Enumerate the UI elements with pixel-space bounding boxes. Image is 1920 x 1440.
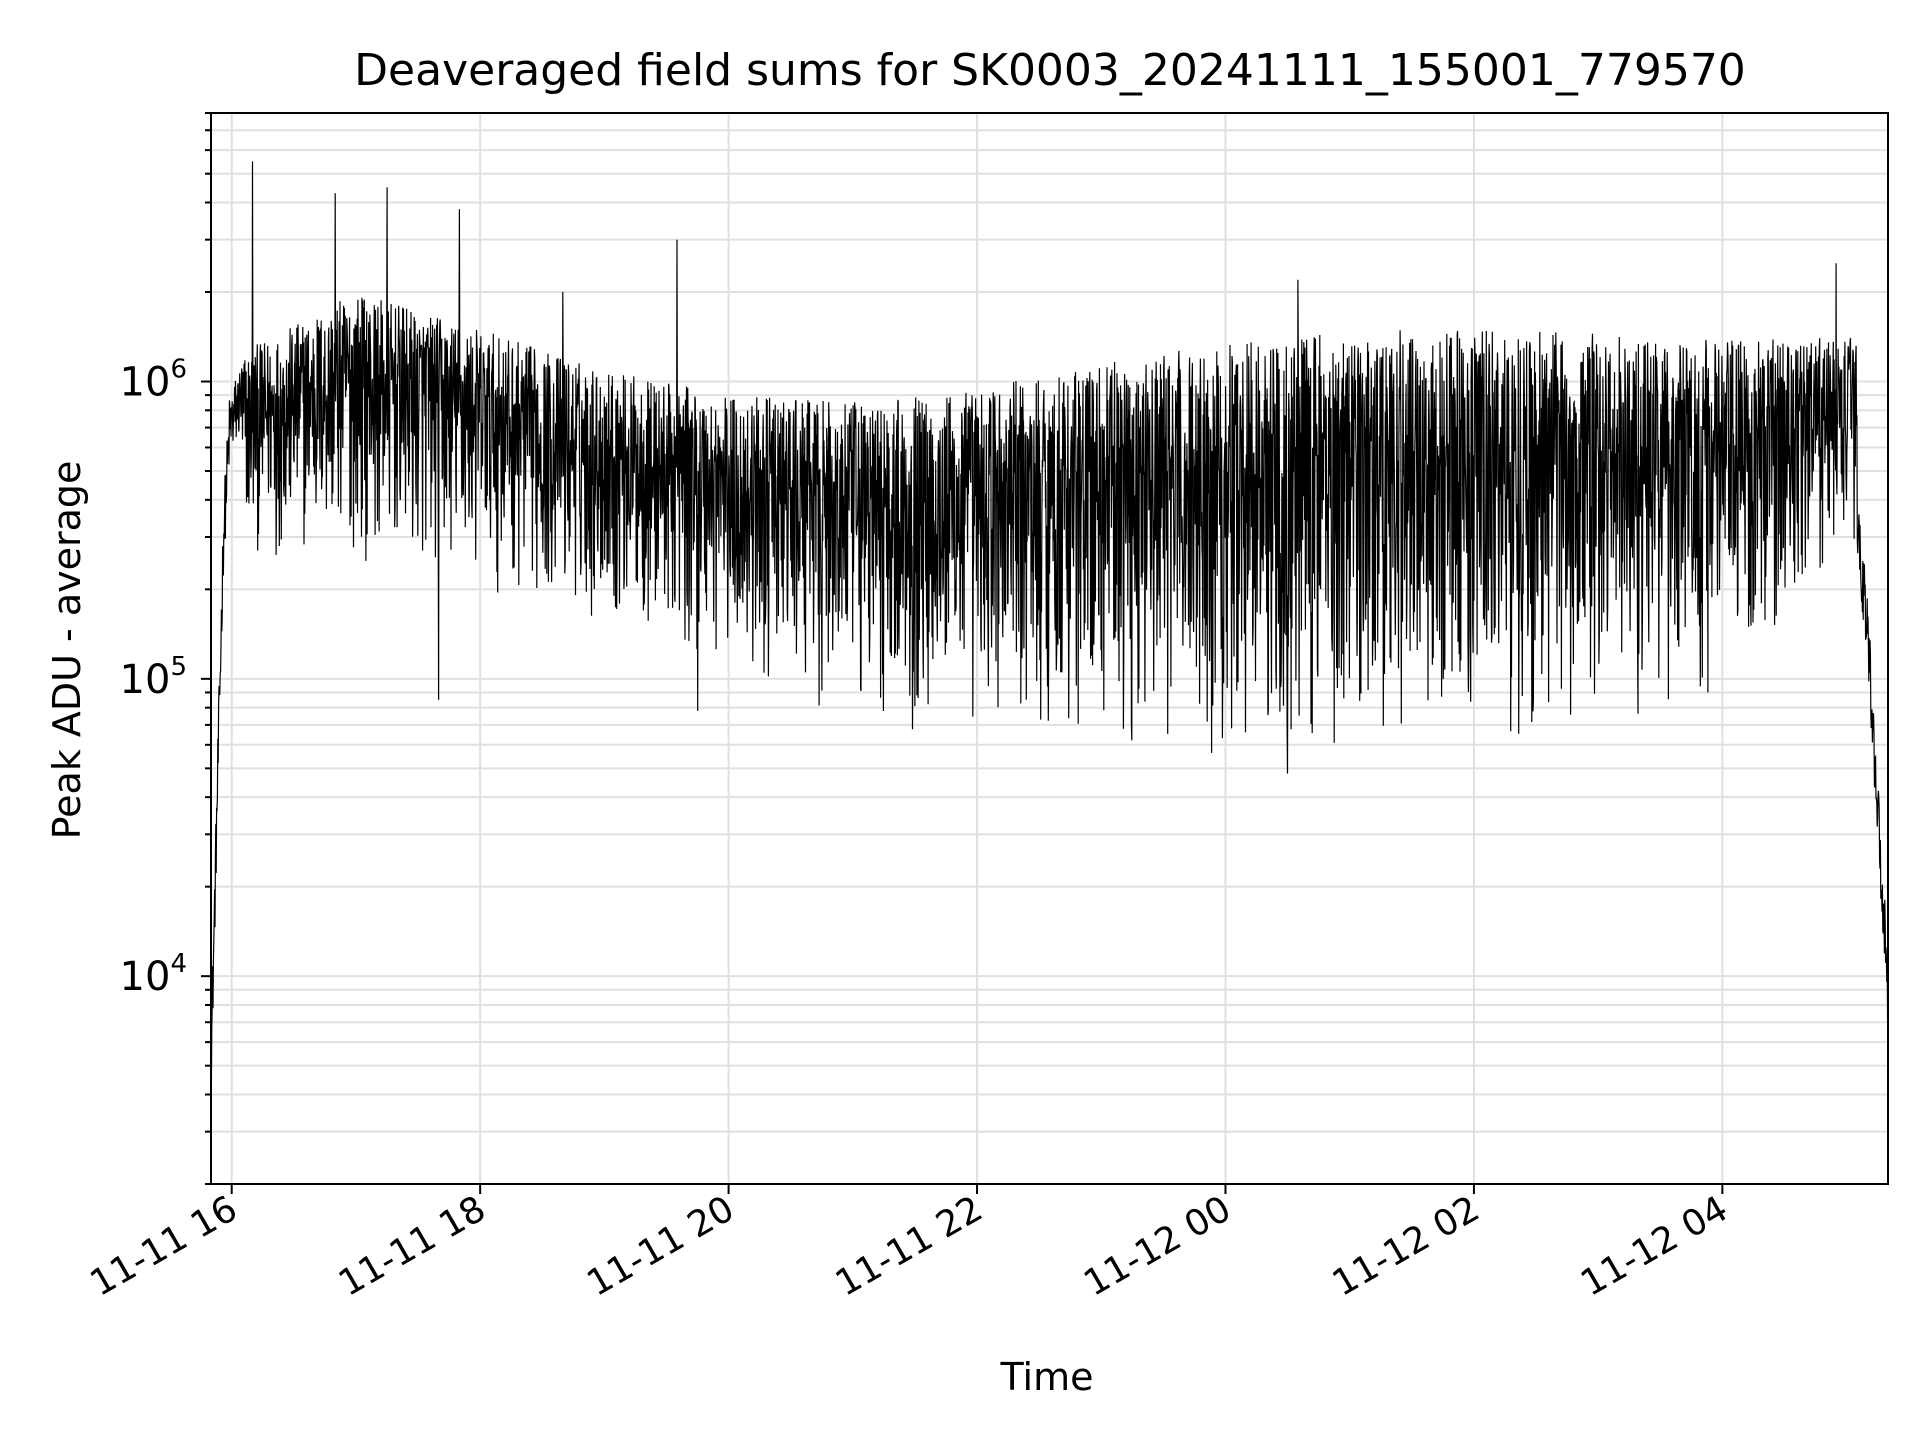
y-tick-label: 105 xyxy=(120,652,187,703)
plot-frame xyxy=(210,112,1889,1185)
chart-title: Deaveraged field sums for SK0003_2024111… xyxy=(354,45,1746,96)
plot-area xyxy=(211,161,1888,1102)
y-axis: 104 105 106 xyxy=(120,112,211,1185)
x-axis-label: Time xyxy=(1000,1355,1094,1399)
y-tick-label: 104 xyxy=(120,949,187,1000)
series-line xyxy=(211,161,1888,1102)
series-layer xyxy=(211,161,1888,1102)
y-axis-label: Peak ADU - average xyxy=(45,461,89,840)
y-tick-label: 106 xyxy=(120,355,187,406)
